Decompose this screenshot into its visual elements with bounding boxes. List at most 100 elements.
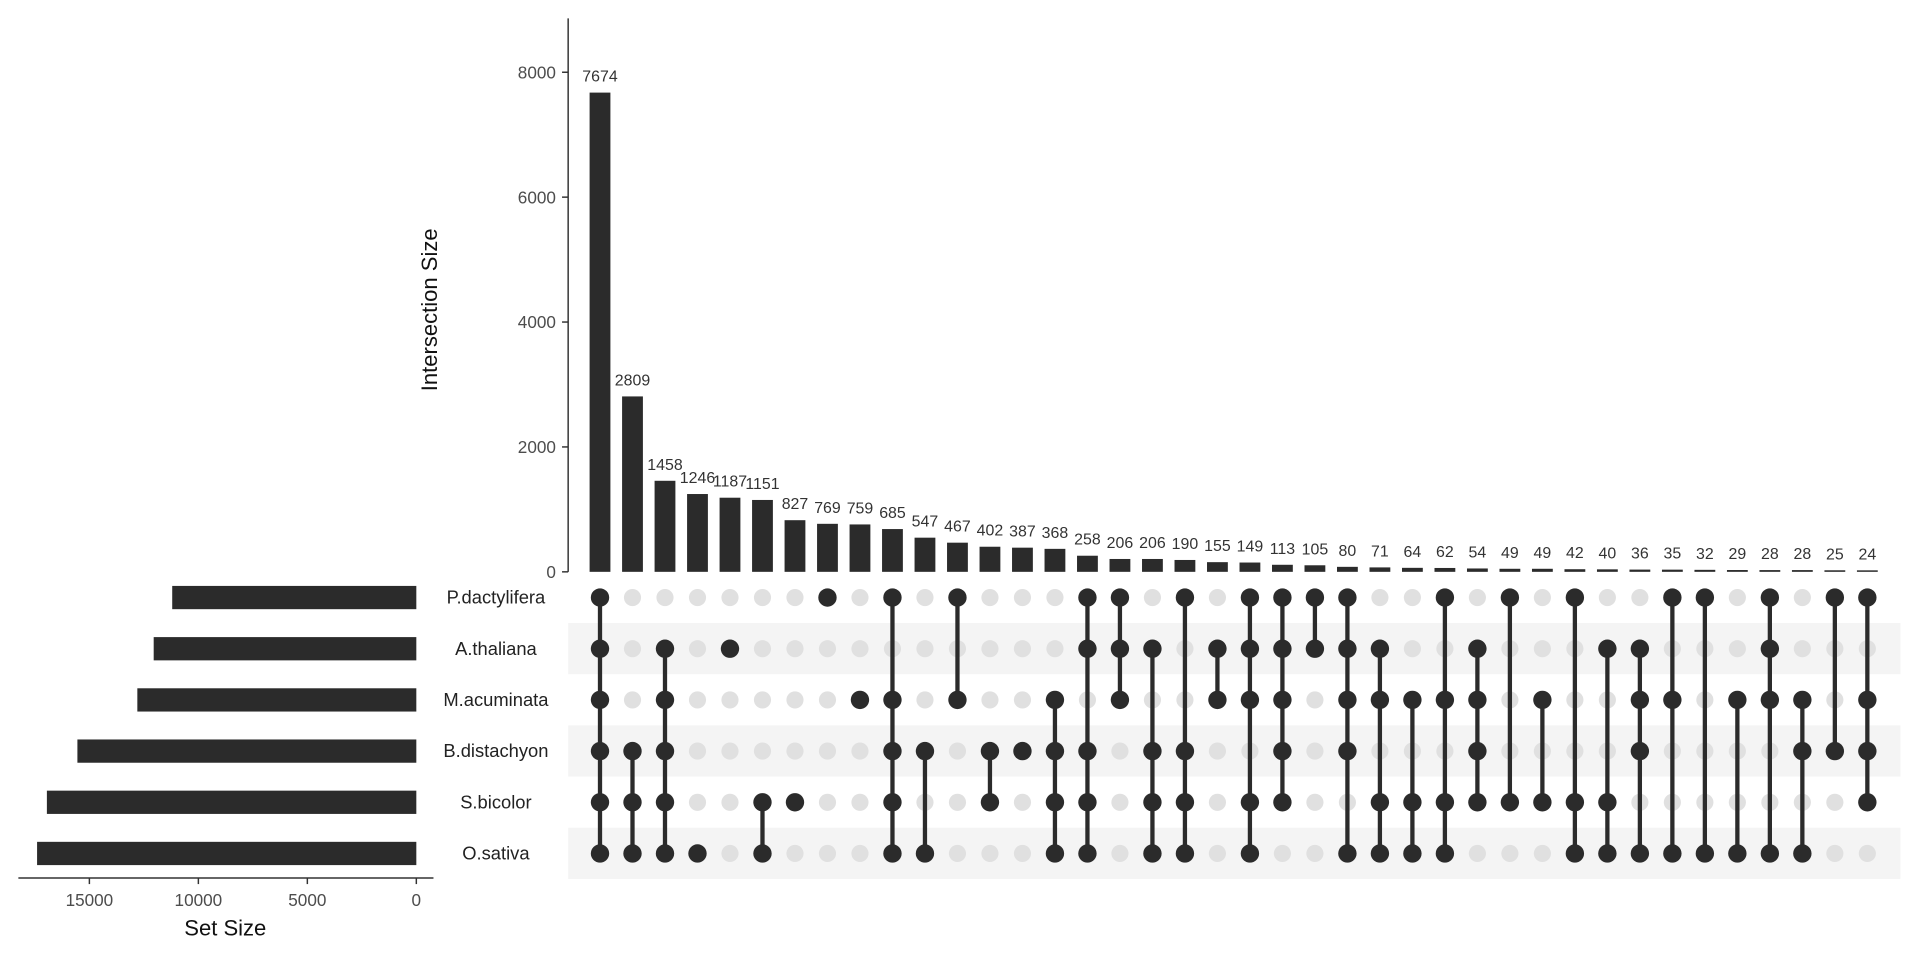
set-name-label: P.dactylifera [447, 587, 546, 608]
intersection-bar-label: 402 [977, 523, 1004, 540]
matrix-dot-empty [1013, 691, 1032, 709]
matrix-dot-empty [753, 588, 772, 607]
set-name-label: A.thaliana [455, 638, 537, 659]
matrix-dot-empty [1403, 588, 1421, 607]
matrix-dot-empty [818, 793, 837, 811]
matrix-dot-empty [753, 640, 772, 658]
matrix-dot-filled [1858, 793, 1877, 812]
intersection-bar-label: 42 [1566, 545, 1584, 562]
matrix-dot-empty [1728, 588, 1746, 607]
matrix-dot-empty [1111, 742, 1129, 760]
matrix-dot-empty [1533, 588, 1551, 607]
intersection-bar [1856, 570, 1878, 572]
matrix-dot-empty [1046, 640, 1064, 658]
matrix-dot-filled [590, 741, 610, 761]
matrix-dot-filled [1240, 639, 1260, 658]
intersection-bar [1272, 564, 1293, 572]
matrix-dot-filled [1760, 844, 1780, 863]
intersection-bar-label: 32 [1696, 546, 1714, 563]
matrix-dot-empty [1631, 588, 1649, 607]
matrix-dot-filled [1500, 588, 1520, 607]
matrix-dot-filled [1078, 844, 1097, 863]
intersection-bar-label: 155 [1204, 538, 1231, 555]
matrix-dot-empty [721, 793, 739, 811]
matrix-dot-filled [915, 741, 935, 761]
matrix-dot-filled [1533, 793, 1552, 812]
matrix-dot-empty [851, 844, 869, 863]
matrix-dot-filled [1435, 793, 1455, 812]
y-tick-label: 6000 [518, 187, 556, 207]
matrix-dot-empty [818, 742, 837, 760]
intersection-bar [1369, 567, 1391, 572]
intersection-bar-label: 54 [1469, 544, 1487, 561]
matrix-dot-filled [1695, 588, 1715, 607]
matrix-dot-empty [1013, 640, 1032, 658]
matrix-dot-filled [1208, 690, 1227, 710]
matrix-dot-filled [1468, 793, 1487, 812]
intersection-bar [914, 537, 936, 572]
matrix-dot-empty [1111, 793, 1129, 811]
matrix-dot-empty [786, 844, 804, 863]
x-tick-label: 5000 [288, 890, 326, 910]
intersection-axis: 0 2000 4000 6000 8000 [518, 18, 569, 582]
matrix-dot-filled [1370, 690, 1390, 710]
matrix-dot-filled [655, 844, 675, 863]
matrix-dot-filled [1045, 690, 1065, 710]
matrix-dot-filled [1110, 639, 1130, 658]
matrix-dot-filled [1630, 844, 1650, 863]
matrix-dot-filled [785, 793, 805, 812]
matrix-dot-empty [1306, 742, 1324, 760]
matrix-dot-filled [1045, 844, 1065, 863]
intersection-bar-label: 62 [1436, 544, 1454, 561]
matrix-dot-empty [1728, 640, 1746, 658]
matrix-dot-filled [1370, 844, 1390, 863]
matrix-dot-filled [1045, 793, 1065, 812]
intersection-bar [622, 396, 643, 572]
matrix-dot-empty [1371, 588, 1389, 607]
intersection-bar-label: 759 [847, 500, 874, 517]
y-tick-label: 2000 [518, 437, 556, 457]
matrix-dot-empty [851, 793, 869, 811]
set-size-bar [137, 688, 417, 712]
matrix-dot-filled [1858, 588, 1877, 607]
matrix-dot-empty [1533, 640, 1551, 658]
matrix-dot-empty [981, 588, 999, 607]
intersection-bar [784, 520, 806, 572]
intersection-bar-label: 7674 [582, 69, 618, 86]
matrix-dot-filled [1338, 741, 1357, 761]
intersection-bar-label: 24 [1858, 546, 1876, 563]
set-size-bar [46, 790, 417, 814]
matrix-dot-empty [1793, 640, 1811, 658]
intersection-bar [1044, 548, 1066, 572]
intersection-bar-label: 206 [1107, 535, 1134, 552]
intersection-bar [654, 480, 676, 572]
set-name-label: M.acuminata [443, 689, 549, 710]
intersection-bar-label: 64 [1404, 544, 1422, 561]
matrix-dot-filled [1533, 690, 1552, 710]
matrix-dot-filled [1338, 844, 1357, 863]
matrix-dot-empty [623, 640, 642, 658]
set-name-label: O.sativa [462, 843, 530, 864]
matrix-dot-filled [1793, 741, 1812, 761]
y-tick-label: 4000 [518, 312, 556, 332]
intersection-bar [1109, 558, 1131, 572]
matrix-dot-filled [1858, 741, 1877, 761]
intersection-bar [1304, 565, 1326, 572]
intersection-bar [849, 524, 871, 572]
matrix-dot-filled [1273, 690, 1292, 710]
matrix-dot-filled [1338, 588, 1357, 607]
matrix-dot-filled [1143, 844, 1162, 863]
set-size-bars [37, 585, 417, 866]
intersection-bar [1596, 569, 1618, 572]
intersection-bar-label: 28 [1794, 546, 1812, 563]
intersection-bar [589, 92, 611, 572]
matrix-dot-filled [1273, 793, 1292, 812]
set-size-axis-title: Set Size [184, 916, 266, 941]
matrix-dot-filled [1793, 844, 1812, 863]
matrix-dot-filled [948, 588, 967, 607]
matrix-dot-filled [655, 639, 675, 658]
x-tick-label: 15000 [66, 890, 114, 910]
matrix-dot-filled [623, 741, 642, 761]
intersection-bar [687, 494, 708, 572]
